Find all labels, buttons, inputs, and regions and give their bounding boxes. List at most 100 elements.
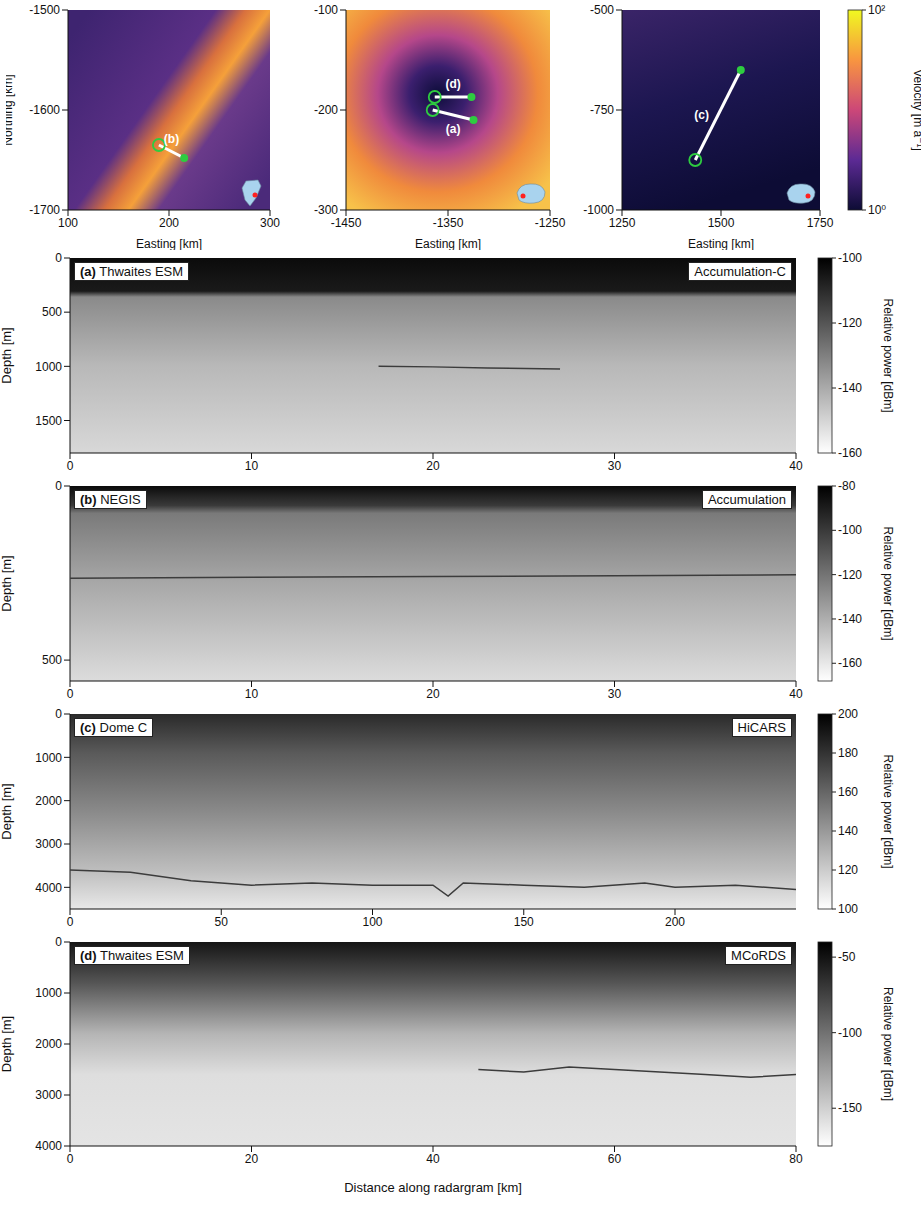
svg-text:-1700: -1700 <box>29 203 60 217</box>
svg-text:3000: 3000 <box>35 1088 62 1102</box>
svg-text:0: 0 <box>55 708 62 721</box>
svg-text:1750: 1750 <box>807 216 834 230</box>
svg-text:0: 0 <box>55 480 62 493</box>
svg-text:300: 300 <box>260 216 280 230</box>
svg-text:-120: -120 <box>838 316 862 330</box>
svg-text:Depth [m]: Depth [m] <box>0 1016 14 1072</box>
svg-text:-750: -750 <box>590 103 614 117</box>
svg-text:-150: -150 <box>838 1101 862 1115</box>
svg-text:0: 0 <box>55 936 62 949</box>
html-text:(a) Thwaites ESM: (a) Thwaites ESM <box>80 264 184 279</box>
svg-text:200: 200 <box>159 216 179 230</box>
svg-text:160: 160 <box>838 785 858 799</box>
svg-text:0: 0 <box>67 459 74 473</box>
svg-text:10: 10 <box>245 687 259 701</box>
svg-text:180: 180 <box>838 746 858 760</box>
svg-text:30: 30 <box>608 459 622 473</box>
svg-text:40: 40 <box>789 687 803 701</box>
svg-text:10²: 10² <box>868 3 885 17</box>
svg-text:Relative power [dBm]: Relative power [dBm] <box>881 987 895 1101</box>
svg-text:50: 50 <box>215 915 229 929</box>
svg-text:Relative power [dBm]: Relative power [dBm] <box>881 298 895 412</box>
svg-text:Relative power [dBm]: Relative power [dBm] <box>881 754 895 868</box>
svg-text:4000: 4000 <box>35 1139 62 1153</box>
svg-text:100: 100 <box>838 902 858 916</box>
svg-text:Easting [km]: Easting [km] <box>415 237 481 250</box>
svg-text:200: 200 <box>665 915 685 929</box>
svg-text:80: 80 <box>789 1152 803 1166</box>
svg-text:-1350: -1350 <box>433 216 464 230</box>
html-text:(c) Dome C: (c) Dome C <box>80 720 148 735</box>
svg-text:3000: 3000 <box>35 837 62 851</box>
svg-text:Easting [km]: Easting [km] <box>688 237 754 250</box>
svg-text:100: 100 <box>362 915 382 929</box>
svg-text:Northing [km]: Northing [km] <box>6 74 15 145</box>
svg-text:-1600: -1600 <box>29 103 60 117</box>
svg-text:2000: 2000 <box>35 794 62 808</box>
html-text:(d) Thwaites ESM: (d) Thwaites ESM <box>80 948 184 963</box>
svg-text:150: 150 <box>514 915 534 929</box>
svg-text:0: 0 <box>67 1152 74 1166</box>
svg-text:10: 10 <box>245 459 259 473</box>
svg-text:30: 30 <box>608 687 622 701</box>
svg-text:(c): (c) <box>694 108 709 122</box>
html-text:Accumulation-C: Accumulation-C <box>694 264 786 279</box>
svg-text:0: 0 <box>67 687 74 701</box>
svg-text:Velocity [m a⁻¹]: Velocity [m a⁻¹] <box>911 69 921 151</box>
svg-text:60: 60 <box>608 1152 622 1166</box>
svg-text:-100: -100 <box>838 523 862 537</box>
svg-text:140: 140 <box>838 824 858 838</box>
svg-text:1500: 1500 <box>35 414 62 428</box>
svg-text:Depth [m]: Depth [m] <box>0 783 14 839</box>
svg-text:(d): (d) <box>445 77 460 91</box>
svg-text:-80: -80 <box>838 479 856 493</box>
svg-text:0: 0 <box>67 915 74 929</box>
svg-text:1500: 1500 <box>708 216 735 230</box>
svg-text:1000: 1000 <box>35 360 62 374</box>
svg-text:-1500: -1500 <box>29 3 60 17</box>
html-text:Accumulation: Accumulation <box>708 492 786 507</box>
svg-text:100: 100 <box>58 216 78 230</box>
svg-text:20: 20 <box>426 459 440 473</box>
svg-text:1250: 1250 <box>609 216 636 230</box>
svg-text:-500: -500 <box>590 3 614 17</box>
svg-text:Depth [m]: Depth [m] <box>0 327 14 383</box>
svg-text:-160: -160 <box>838 656 862 670</box>
svg-text:(b): (b) <box>164 132 179 146</box>
svg-text:-300: -300 <box>314 203 338 217</box>
svg-text:20: 20 <box>245 1152 259 1166</box>
svg-text:40: 40 <box>426 1152 440 1166</box>
html-text:(b) NEGIS: (b) NEGIS <box>80 492 141 507</box>
svg-text:-160: -160 <box>838 446 862 460</box>
svg-text:-140: -140 <box>838 381 862 395</box>
svg-text:-100: -100 <box>314 3 338 17</box>
svg-text:-120: -120 <box>838 568 862 582</box>
svg-text:2000: 2000 <box>35 1037 62 1051</box>
svg-text:-1450: -1450 <box>331 216 362 230</box>
svg-text:-200: -200 <box>314 103 338 117</box>
svg-text:10⁰: 10⁰ <box>868 203 886 217</box>
svg-text:Relative power [dBm]: Relative power [dBm] <box>881 526 895 640</box>
svg-text:1000: 1000 <box>35 751 62 765</box>
html-text:HiCARS: HiCARS <box>737 720 786 735</box>
html-text:MCoRDS: MCoRDS <box>731 948 786 963</box>
svg-text:500: 500 <box>42 653 62 667</box>
svg-text:40: 40 <box>789 459 803 473</box>
svg-text:-1000: -1000 <box>583 203 614 217</box>
svg-text:Easting [km]: Easting [km] <box>136 237 202 250</box>
svg-text:-140: -140 <box>838 612 862 626</box>
svg-text:Distance along radargram [km]: Distance along radargram [km] <box>344 1180 522 1195</box>
svg-text:Depth [m]: Depth [m] <box>0 555 14 611</box>
svg-text:-1250: -1250 <box>535 216 566 230</box>
svg-text:0: 0 <box>55 252 62 265</box>
svg-text:500: 500 <box>42 305 62 319</box>
svg-text:20: 20 <box>426 687 440 701</box>
svg-text:200: 200 <box>838 707 858 721</box>
svg-text:-50: -50 <box>838 950 856 964</box>
svg-text:-100: -100 <box>838 251 862 265</box>
svg-text:4000: 4000 <box>35 881 62 895</box>
svg-text:120: 120 <box>838 863 858 877</box>
svg-text:-100: -100 <box>838 1026 862 1040</box>
svg-text:1000: 1000 <box>35 986 62 1000</box>
svg-text:(a): (a) <box>446 122 461 136</box>
